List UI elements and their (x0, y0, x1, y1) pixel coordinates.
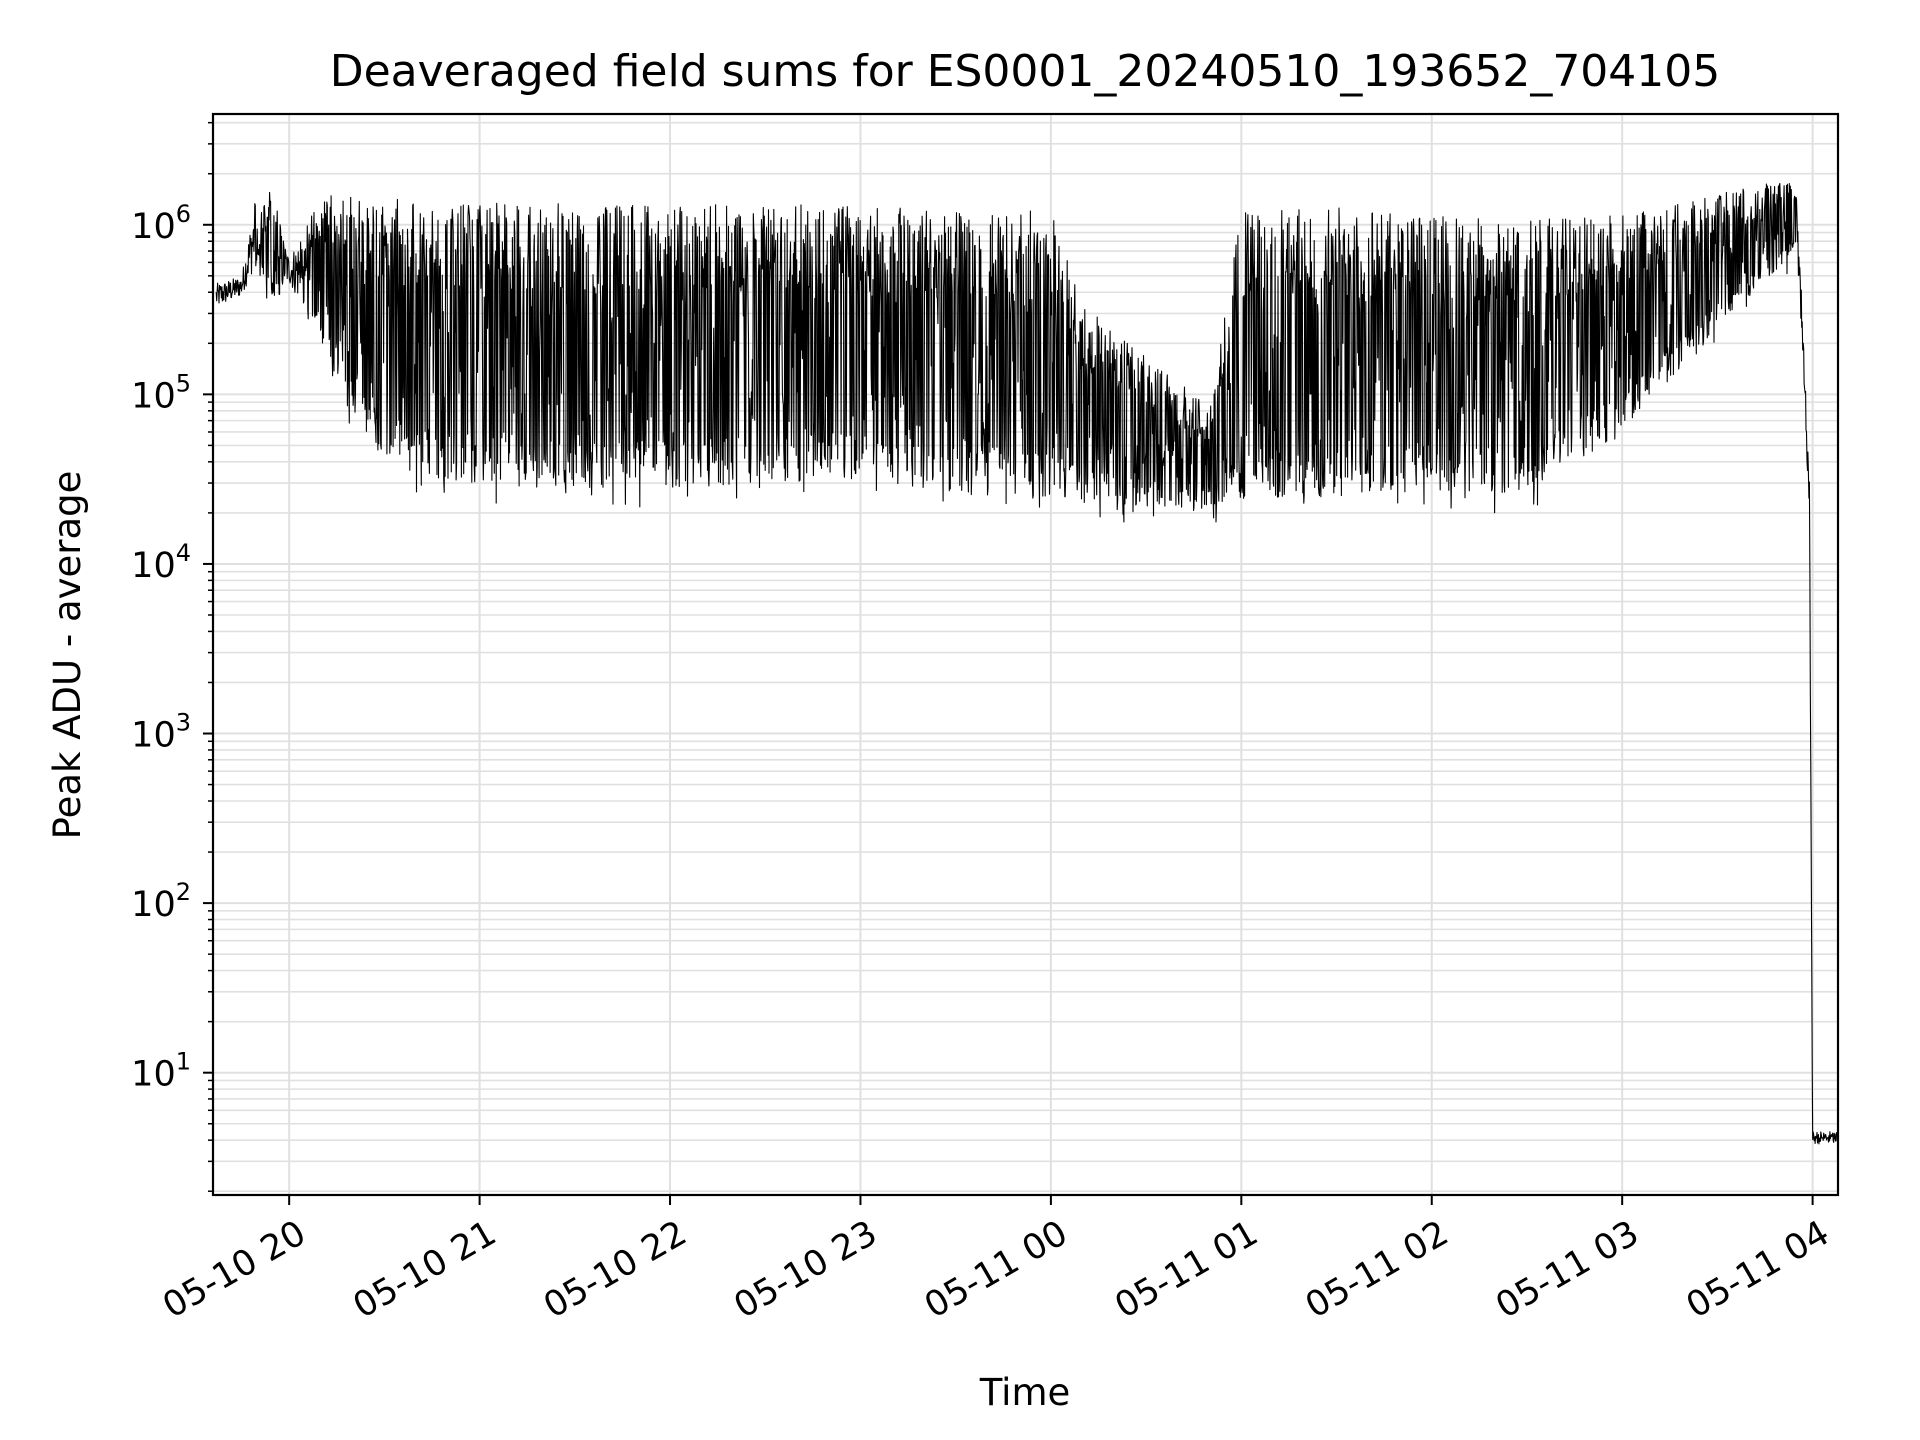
y-tick-label: 103 (131, 709, 191, 756)
y-tick-base: 10 (131, 207, 176, 247)
data-series (215, 182, 1839, 1145)
y-tick-label: 105 (131, 369, 191, 416)
y-tick-label: 104 (131, 539, 191, 586)
y-tick-exponent: 6 (176, 200, 191, 228)
y-tick-label: 106 (131, 200, 191, 247)
plot-area-frame (211, 112, 1840, 1197)
y-tick-exponent: 2 (176, 878, 191, 906)
y-minor-ticks (208, 121, 213, 1192)
series-line (215, 182, 1839, 1145)
y-tick-base: 10 (131, 716, 176, 756)
grid (213, 114, 1838, 1195)
chart-title: Deaveraged field sums for ES0001_2024051… (330, 46, 1721, 97)
y-tick-exponent: 4 (176, 539, 191, 567)
y-tick-exponent: 3 (176, 709, 191, 737)
y-tick-label: 101 (131, 1048, 191, 1095)
y-tick-label: 102 (131, 878, 191, 925)
y-tick-exponent: 1 (176, 1048, 191, 1076)
y-tick-base: 10 (131, 376, 176, 416)
y-tick-exponent: 5 (176, 369, 191, 397)
y-tick-base: 10 (131, 546, 176, 586)
y-axis-label: Peak ADU - average (46, 471, 89, 840)
x-axis-label: Time (979, 1371, 1071, 1414)
y-tick-base: 10 (131, 1055, 176, 1095)
y-tick-base: 10 (131, 885, 176, 925)
